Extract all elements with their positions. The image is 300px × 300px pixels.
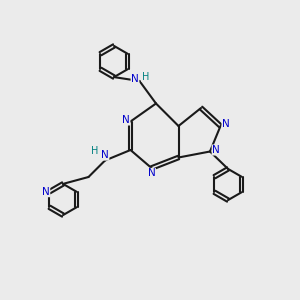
Text: H: H [91,146,98,157]
Text: N: N [42,187,50,197]
Text: H: H [142,71,149,82]
Text: N: N [212,145,220,155]
Text: N: N [148,168,155,178]
Text: N: N [122,115,130,125]
Text: N: N [222,118,230,129]
Text: N: N [131,74,139,85]
Text: N: N [101,150,109,160]
